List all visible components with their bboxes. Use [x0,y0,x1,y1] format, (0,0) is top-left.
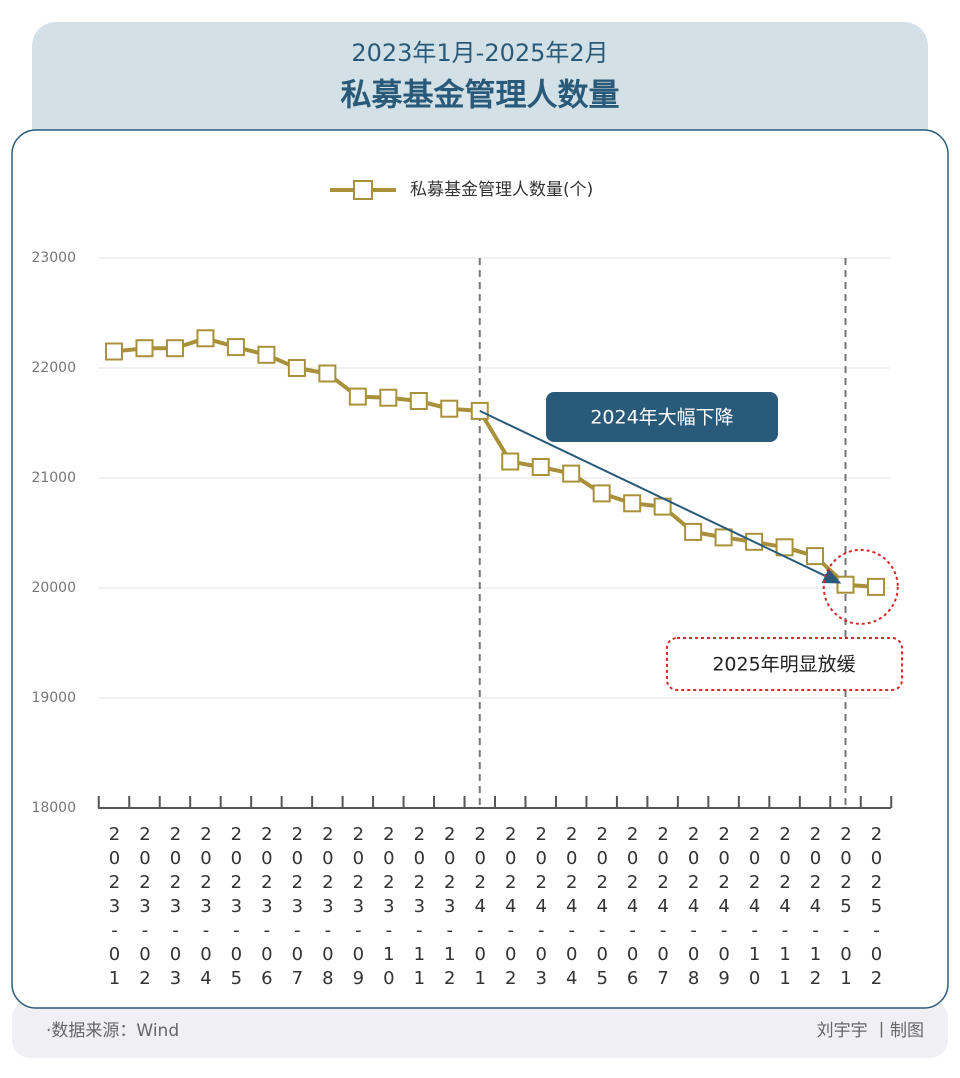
x-tick-label: 2024-08 [683,824,704,992]
x-tick-label: 2023-03 [165,824,186,992]
annotation-box [666,637,903,691]
y-tick-label: 22000 [31,360,76,376]
x-tick-label: 2023-10 [378,824,399,992]
x-tick-label: 2024-06 [622,824,643,992]
point [592,484,611,503]
point [714,528,733,547]
point [135,339,154,358]
x-tick-label: 2023-05 [226,824,247,992]
highlight-circle [822,548,899,625]
point [440,399,459,418]
x-tick-label: 2024-02 [500,824,521,992]
point [806,547,825,566]
point [348,387,367,406]
x-tick-label: 2024-01 [470,824,491,992]
point [684,522,703,541]
footer-box [12,1000,948,1058]
x-tick-label: 2024-07 [653,824,674,992]
x-tick-label: 2024-04 [561,824,582,992]
source: ·数据来源：Wind [46,1021,179,1041]
point [867,577,885,596]
point [257,345,276,364]
point [836,575,855,594]
point [318,364,337,383]
point [287,359,306,377]
x-tick-label: 2023-09 [348,824,369,992]
x-tick-label: 2025-01 [836,824,857,992]
annotation: 2025年明显放缓 [712,654,855,676]
x-tick-label: 2024-11 [775,824,796,992]
x-tick-label: 2024-05 [592,824,613,992]
x-tick-label: 2024-12 [805,824,826,992]
y-tick-label: 18000 [31,800,76,816]
legend-label: 私募基金管理人数量(个) [410,180,593,200]
header-box [32,22,928,162]
point [562,464,581,483]
point [623,494,642,513]
y-tick-label: 23000 [31,250,76,266]
y-tick-label: 21000 [31,470,76,486]
x-tick-label: 2025-02 [866,824,887,992]
x-tick-label: 2024-10 [744,824,765,992]
y-tick-label: 20000 [31,580,76,596]
x-tick-label: 2023-02 [134,824,155,992]
legend-marker [353,180,373,200]
chart-subtitle: 2023年1月-2025年2月 [351,39,608,67]
point [531,458,550,476]
credit: 刘宇宇 丨制图 [817,1021,924,1041]
y-tick-label: 19000 [31,690,76,706]
point [165,339,184,358]
point [775,538,794,557]
point [105,342,123,361]
x-tick-label: 2024-09 [714,824,735,992]
chart-title: 私募基金管理人数量 [341,78,620,114]
trend-arrow [479,409,842,584]
point [196,329,215,348]
x-tick-label: 2023-04 [195,824,216,992]
x-tick-label: 2023-08 [317,824,338,992]
x-tick-label: 2024-03 [531,824,552,992]
x-tick-label: 2023-06 [256,824,277,992]
annotation: 2024年大幅下降 [590,407,733,429]
point [409,392,428,410]
point [379,388,398,407]
point [226,338,245,357]
point [501,452,520,471]
x-tick-label: 2023-01 [104,824,125,992]
x-tick-label: 2023-11 [409,824,430,992]
annotation-box [546,392,778,442]
x-tick-label: 2023-12 [439,824,460,992]
x-tick-label: 2023-07 [287,824,308,992]
